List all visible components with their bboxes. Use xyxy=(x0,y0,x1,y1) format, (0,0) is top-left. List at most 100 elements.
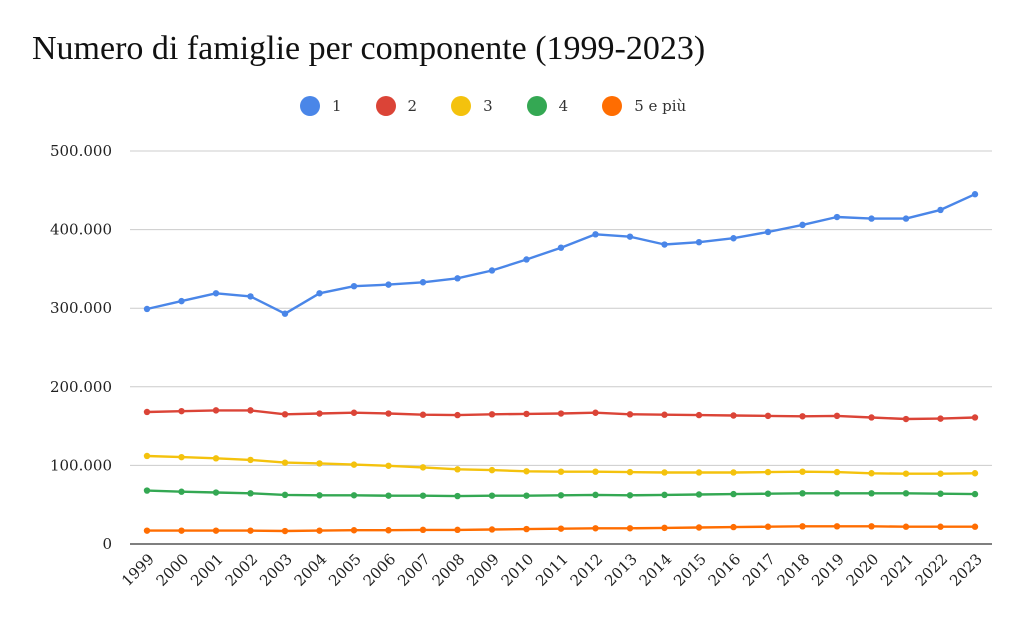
data-point xyxy=(143,452,151,460)
data-point xyxy=(247,407,254,414)
data-point xyxy=(626,525,634,532)
legend-swatch xyxy=(451,96,472,116)
data-point xyxy=(764,468,772,476)
x-tick-label: 2005 xyxy=(325,550,365,590)
data-point xyxy=(626,411,634,418)
data-point xyxy=(212,290,220,297)
data-point xyxy=(212,527,220,534)
data-point xyxy=(143,487,151,494)
data-point xyxy=(592,525,599,532)
y-tick-label: 200.000 xyxy=(50,378,112,396)
data-point xyxy=(937,206,944,214)
data-point xyxy=(419,526,427,534)
data-point xyxy=(661,524,668,532)
data-point xyxy=(557,492,565,499)
data-point xyxy=(592,468,599,475)
x-tick-label: 2023 xyxy=(946,550,986,590)
data-point xyxy=(488,466,496,474)
data-point xyxy=(971,191,979,198)
data-point xyxy=(523,525,530,533)
y-tick-label: 400.000 xyxy=(50,221,112,239)
data-point xyxy=(868,523,875,530)
x-tick-label: 2017 xyxy=(739,550,779,590)
data-point xyxy=(799,221,806,229)
data-point xyxy=(695,469,703,476)
data-point xyxy=(316,460,323,467)
data-point xyxy=(316,410,323,417)
data-point xyxy=(212,407,220,414)
data-point xyxy=(557,410,565,417)
data-point xyxy=(454,492,461,500)
data-point xyxy=(178,297,185,305)
data-point xyxy=(730,412,737,419)
data-point xyxy=(592,231,599,238)
data-point xyxy=(661,241,668,248)
data-point xyxy=(833,213,841,221)
data-point xyxy=(868,470,875,477)
data-point xyxy=(695,411,703,419)
data-point xyxy=(661,411,668,418)
data-point xyxy=(178,407,185,415)
data-point xyxy=(592,409,599,416)
data-point xyxy=(833,468,841,476)
data-point xyxy=(626,468,634,476)
legend-swatch xyxy=(300,96,320,116)
data-point xyxy=(902,415,910,423)
legend-label: 2 xyxy=(407,97,418,115)
data-point xyxy=(902,215,910,222)
data-point xyxy=(143,305,151,313)
data-point xyxy=(316,527,323,534)
data-point xyxy=(799,413,806,420)
gridlines xyxy=(130,150,992,545)
data-point xyxy=(902,490,910,497)
legend-item: 3 xyxy=(451,96,493,116)
x-tick-label: 2013 xyxy=(601,550,641,590)
data-point xyxy=(488,267,496,274)
data-point xyxy=(937,470,944,477)
data-point xyxy=(523,410,530,418)
legend-item: 4 xyxy=(526,96,569,116)
data-point xyxy=(902,523,910,530)
x-tick-label: 2001 xyxy=(187,550,227,590)
data-point xyxy=(454,466,461,473)
data-point xyxy=(730,523,737,531)
data-point xyxy=(143,408,151,416)
x-tick-label: 2012 xyxy=(567,550,607,590)
data-point xyxy=(247,293,254,300)
data-point xyxy=(385,492,392,499)
data-point xyxy=(868,215,875,222)
data-point xyxy=(316,492,323,499)
x-tick-label: 2000 xyxy=(153,550,193,590)
data-point xyxy=(247,490,254,497)
data-point xyxy=(971,523,979,530)
data-point xyxy=(799,468,806,475)
x-tick-label: 2019 xyxy=(808,550,848,590)
data-point xyxy=(695,524,703,531)
data-point xyxy=(212,489,220,496)
data-point xyxy=(350,461,358,468)
x-tick-label: 2003 xyxy=(256,550,296,590)
data-point xyxy=(212,455,220,462)
data-point xyxy=(281,527,289,535)
data-point xyxy=(626,492,634,499)
data-point xyxy=(764,523,772,530)
data-point xyxy=(454,411,461,419)
legend-label: 1 xyxy=(332,97,342,115)
data-point xyxy=(316,290,323,297)
x-tick-label: 2002 xyxy=(222,550,262,590)
legend-swatch xyxy=(375,96,396,116)
data-point xyxy=(281,310,289,317)
x-tick-label: 2021 xyxy=(877,550,917,590)
legend: 1 2 3 4 5 e più xyxy=(300,93,686,119)
data-point xyxy=(764,412,772,420)
data-point xyxy=(350,527,358,534)
data-point xyxy=(764,490,772,497)
data-point xyxy=(385,527,392,534)
data-point xyxy=(833,412,841,420)
data-point xyxy=(488,411,496,418)
legend-label: 4 xyxy=(558,97,569,115)
data-point xyxy=(454,526,461,534)
legend-item: 2 xyxy=(375,96,418,116)
data-point xyxy=(178,488,185,495)
